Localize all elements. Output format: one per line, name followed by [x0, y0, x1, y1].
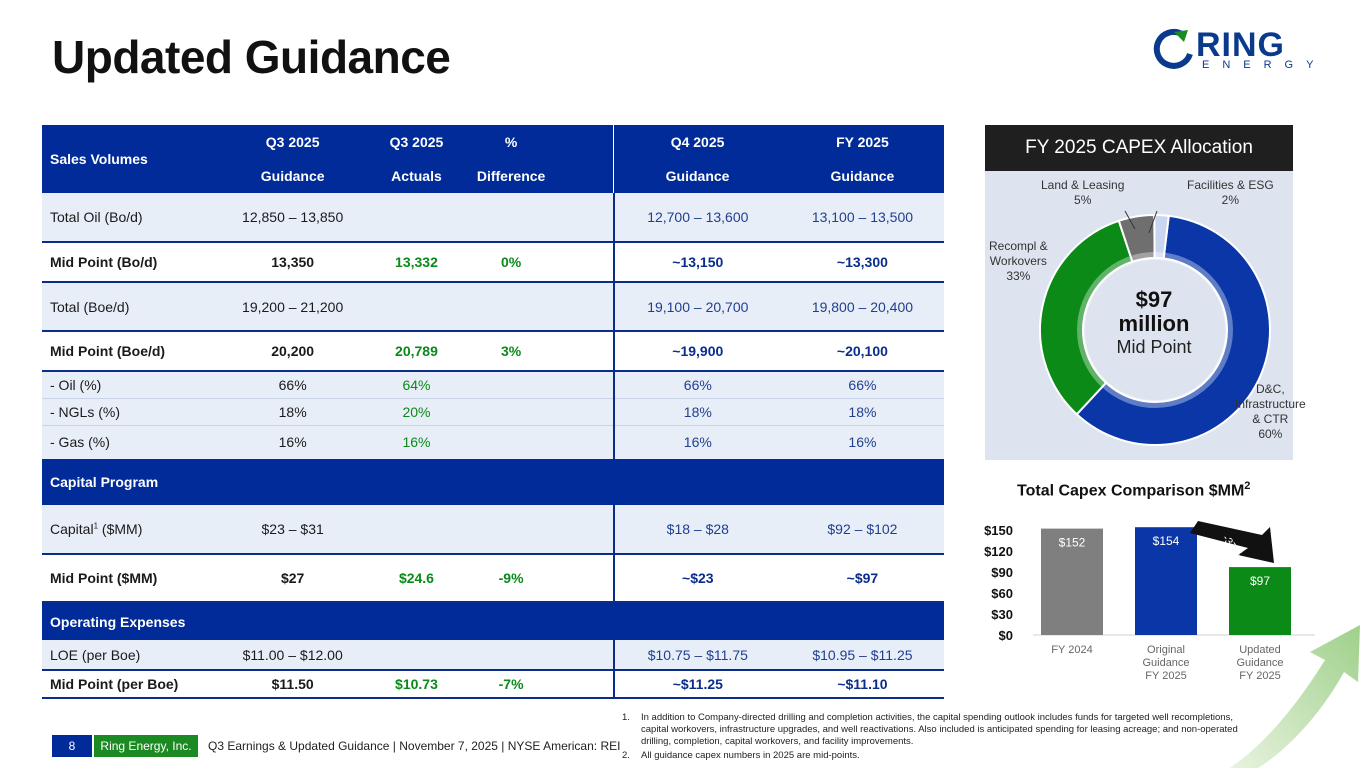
bar-value-label: $154 [1153, 534, 1180, 548]
footnote-2: 2. All guidance capex numbers in 2025 are… [622, 750, 860, 761]
donut-inner-ring [1077, 252, 1233, 408]
table-row: - NGLs (%) 18% 20% 18% 18% [42, 398, 944, 426]
donut-hole [1085, 260, 1225, 400]
x-category-label: Updated [1239, 644, 1281, 656]
col-header-q4-sub: Guidance [613, 159, 781, 193]
col-header-fy-sub: Guidance [780, 159, 944, 193]
decorative-arrow-icon [1230, 625, 1360, 768]
table-row: Capital1 ($MM) $23 – $31 $18 – $28 $92 –… [42, 505, 944, 555]
table-row: Mid Point (per Boe) $11.50 $10.73 -7% ~$… [42, 670, 944, 699]
table-row: Mid Point (Bo/d) 13,350 13,332 0% ~13,15… [42, 242, 944, 283]
donut-slice-0 [1075, 214, 1271, 446]
bar-2 [1229, 567, 1291, 635]
company-logo: RING ENERGY [1152, 24, 1322, 80]
col-header-sales-volumes: Sales Volumes [42, 125, 220, 193]
x-category-label: Guidance [1236, 657, 1283, 669]
y-tick-label: $30 [991, 607, 1013, 622]
col-header-q3-actuals-sub: Actuals [366, 159, 467, 193]
leader-line-land [1124, 210, 1136, 230]
table-row: - Gas (%) 16% 16% 16% 16% [42, 425, 944, 459]
y-tick-label: $90 [991, 565, 1013, 580]
col-header-q3-actuals: Q3 2025 [366, 125, 467, 159]
col-header-q3-guidance: Q3 2025 [219, 125, 367, 159]
col-header-q3-guidance-sub: Guidance [219, 159, 367, 193]
label-dc: D&C, Infrastructure & CTR 60% [1235, 382, 1306, 441]
col-header-pct: % [466, 125, 556, 159]
footnote-1: 1. In addition to Company-directed drilli… [622, 712, 1238, 747]
page-number: 8 [52, 735, 92, 757]
label-fac: Facilities & ESG 2% [1187, 178, 1274, 207]
table-row: - Oil (%) 66% 64% 66% 66% [42, 371, 944, 399]
x-category-label: Guidance [1142, 657, 1189, 669]
bar-value-label: $97 [1250, 574, 1270, 588]
col-header-fy: FY 2025 [780, 125, 944, 159]
page-title: Updated Guidance [52, 31, 451, 83]
label-recompl: Recompl & Workovers 33% [989, 239, 1048, 283]
donut-center: $97 million Mid Point [1108, 288, 1200, 358]
decline-arrow-icon [1190, 521, 1274, 563]
donut-center-amount: $97 [1135, 287, 1173, 312]
y-tick-label: $120 [984, 544, 1013, 559]
col-header-pct-sub: Difference [466, 159, 556, 193]
donut-chart [1039, 210, 1271, 446]
table-row: Mid Point ($MM) $27 $24.6 -9% ~$23 ~$97 [42, 554, 944, 603]
section-header-opex: Operating Expenses [42, 602, 944, 640]
logo-sub: ENERGY [1202, 59, 1327, 71]
y-tick-label: $0 [999, 628, 1013, 643]
donut-center-sub: Mid Point [1116, 337, 1192, 357]
footer-text: Q3 Earnings & Updated Guidance | Novembe… [208, 739, 621, 753]
label-land: Land & Leasing 5% [1041, 178, 1125, 207]
leader-line-fac [1148, 210, 1158, 234]
ring-logo-icon [1153, 28, 1193, 69]
donut-slice-1 [1039, 219, 1134, 416]
table-row: Mid Point (Boe/d) 20,200 20,789 3% ~19,9… [42, 331, 944, 372]
donut-slice-3 [1153, 214, 1170, 260]
bar-value-label: $152 [1059, 536, 1086, 550]
table-row: Total (Boe/d) 19,200 – 21,200 19,100 – 2… [42, 282, 944, 332]
donut-center-unit: million [1118, 311, 1190, 336]
table-row: Total Oil (Bo/d) 12,850 – 13,850 12,700 … [42, 193, 944, 243]
x-category-label: FY 2025 [1145, 670, 1186, 682]
x-category-label: Original [1147, 644, 1185, 656]
logo-word: RING [1196, 26, 1285, 64]
table-row: LOE (per Boe) $11.00 – $12.00 $10.75 – $… [42, 640, 944, 671]
section-header-capital: Capital Program [42, 459, 944, 505]
footer-company: Ring Energy, Inc. [94, 735, 198, 757]
capex-bar-chart: $0 $30 $60 $90 $120 $150 $152 FY 2024 $154 Origin… [984, 521, 1315, 682]
col-header-q4: Q4 2025 [613, 125, 781, 159]
guidance-table: Sales Volumes Q3 2025 Q3 2025 % Q4 2025 … [42, 125, 944, 699]
donut-title: FY 2025 CAPEX Allocation [985, 125, 1293, 171]
x-category-label: FY 2024 [1051, 644, 1092, 656]
x-category-label: FY 2025 [1239, 670, 1280, 682]
capex-allocation-panel: FY 2025 CAPEX Allocation D&C, Infrastruct… [985, 125, 1306, 460]
bar-0 [1041, 528, 1103, 635]
footnotes: 1. In addition to Company-directed drilli… [622, 712, 1242, 762]
y-tick-label: $150 [984, 523, 1013, 538]
bar-chart-title: Total Capex Comparison $MM2 [1017, 480, 1251, 500]
y-tick-label: $60 [991, 586, 1013, 601]
bar-1 [1135, 527, 1197, 635]
